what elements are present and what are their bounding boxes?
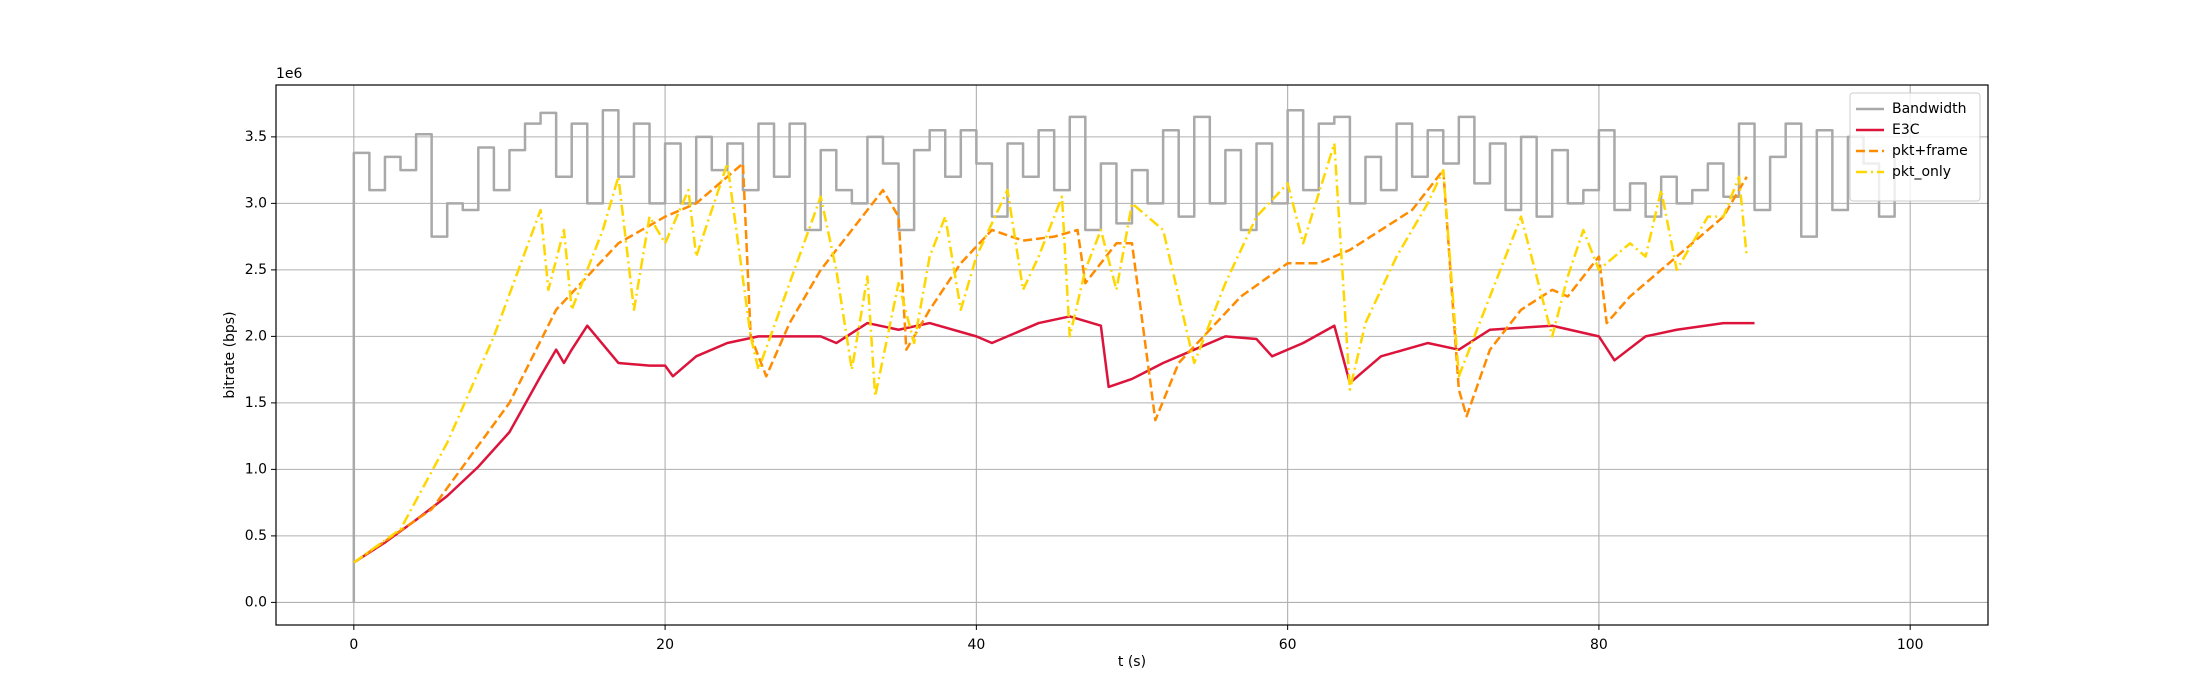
x-tick-label: 40 (967, 637, 985, 653)
plot-area (352, 109, 1896, 603)
x-tick-label: 0 (349, 637, 358, 653)
x-tick-label: 60 (1279, 637, 1297, 653)
offset-text: 1e6 (276, 66, 303, 82)
x-axis-label: t (s) (1118, 654, 1146, 670)
plot-frame (275, 84, 1989, 626)
legend-label: pkt_only (1892, 164, 1951, 180)
x-tick-label: 100 (1897, 637, 1924, 653)
y-tick-label: 1.5 (245, 395, 267, 411)
y-tick-label: 3.0 (245, 195, 267, 211)
series-line (353, 315, 1755, 564)
y-tick-label: 2.0 (245, 328, 267, 344)
y-tick-label: 1.0 (245, 461, 267, 477)
y-axis-label: bitrate (bps) (222, 311, 238, 398)
y-tick-label: 0.5 (245, 528, 267, 544)
legend-label: Bandwidth (1892, 101, 1967, 117)
x-tick-label: 80 (1590, 637, 1608, 653)
y-tick-label: 0.0 (245, 594, 267, 610)
legend-label: E3C (1892, 122, 1920, 138)
y-tick-label: 2.5 (245, 262, 267, 278)
x-tick-label: 20 (656, 637, 674, 653)
legend-label: pkt+frame (1892, 143, 1968, 159)
series-line (353, 142, 1749, 564)
series-line (352, 109, 1896, 603)
y-tick-label: 3.5 (245, 129, 267, 145)
legend-box (1849, 92, 1981, 202)
